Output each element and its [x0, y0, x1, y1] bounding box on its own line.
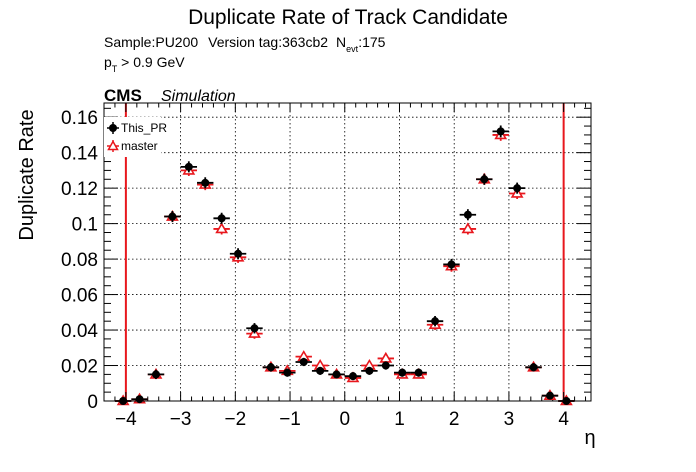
y-axis-label: Duplicate Rate	[16, 109, 38, 240]
legend-master-marker	[107, 139, 119, 151]
this-pr-point	[201, 178, 210, 187]
grid	[104, 103, 591, 401]
legend-entry-this-pr: This_PR	[107, 121, 167, 135]
nevt-subscript: evt	[346, 44, 359, 54]
y-tick-label: 0.04	[61, 321, 98, 342]
this-pr-point	[184, 162, 193, 171]
pt-value: > 0.9 GeV	[117, 54, 185, 70]
legend-this-pr-marker	[109, 124, 117, 132]
simulation-label: Simulation	[161, 88, 236, 105]
this-pr-point	[250, 324, 259, 333]
cms-label: CMS	[104, 86, 142, 105]
chart-title: Duplicate Rate of Track Candidate	[188, 6, 508, 29]
this-pr-point	[545, 391, 554, 400]
this-pr-point	[431, 317, 440, 326]
master-point	[215, 222, 229, 234]
master-point	[461, 222, 475, 234]
this-pr-point	[217, 214, 226, 223]
sample-label: Sample:PU200	[104, 34, 198, 50]
info-line-1: Sample:PU200 Version tag:363cb2 Nevt:175	[104, 34, 386, 54]
x-axis-label: η	[584, 427, 595, 449]
legend: This_PR master	[104, 117, 167, 157]
x-tick-label: 2	[449, 409, 460, 430]
this-pr-point	[496, 127, 505, 136]
x-tick-label: 4	[558, 409, 569, 430]
this-pr-point	[151, 370, 160, 379]
x-tick-label: −1	[279, 409, 301, 430]
this-pr-point	[168, 212, 177, 221]
this-pr-point	[480, 175, 489, 184]
this-pr-point	[529, 363, 538, 372]
legend-master-label: master	[121, 139, 158, 153]
pt-prefix: p	[104, 54, 112, 70]
x-tick-label: 0	[339, 409, 350, 430]
this-pr-point	[135, 395, 144, 404]
this-pr-point	[463, 210, 472, 219]
y-tick-label: 0.16	[61, 108, 98, 129]
version-label: Version tag:363cb2	[208, 34, 328, 50]
nevt-prefix: N	[336, 34, 346, 50]
x-tick-label: 1	[394, 409, 405, 430]
this-pr-point	[348, 372, 357, 381]
this-pr-point	[332, 370, 341, 379]
x-tick-label: 3	[504, 409, 515, 430]
pt-subscript: T	[112, 64, 118, 74]
info-line-2: pT > 0.9 GeV	[104, 54, 185, 74]
y-tick-label: 0.08	[61, 250, 98, 271]
y-tick-label: 0.12	[61, 179, 98, 200]
this-pr-point	[234, 249, 243, 258]
x-tick-labels: −4 −3 −2 −1 0 1 2 3 4	[115, 409, 569, 430]
nevt-value: :175	[358, 34, 385, 50]
this-pr-point	[283, 368, 292, 377]
x-tick-label: −2	[224, 409, 246, 430]
legend-this-pr-label: This_PR	[121, 121, 167, 135]
series-this-pr	[114, 125, 575, 405]
this-pr-point	[381, 361, 390, 370]
y-tick-label: 0	[87, 392, 98, 413]
this-pr-point	[414, 368, 423, 377]
this-pr-point	[513, 184, 522, 193]
this-pr-point	[316, 366, 325, 375]
this-pr-point	[398, 368, 407, 377]
this-pr-point	[299, 357, 308, 366]
y-tick-label: 0.14	[61, 144, 98, 165]
x-tick-label: −4	[115, 409, 137, 430]
this-pr-point	[266, 363, 275, 372]
y-tick-label: 0.1	[72, 215, 98, 236]
this-pr-point	[365, 366, 374, 375]
plot-frame	[103, 102, 592, 402]
legend-entry-master: master	[107, 139, 158, 153]
axis-ticks	[103, 103, 591, 402]
y-tick-labels: 0 0.02 0.04 0.06 0.08 0.1 0.12 0.14 0.16	[61, 108, 98, 413]
y-tick-label: 0.06	[61, 286, 98, 307]
y-tick-label: 0.02	[61, 357, 98, 378]
x-tick-label: −3	[170, 409, 192, 430]
this-pr-point	[447, 260, 456, 269]
